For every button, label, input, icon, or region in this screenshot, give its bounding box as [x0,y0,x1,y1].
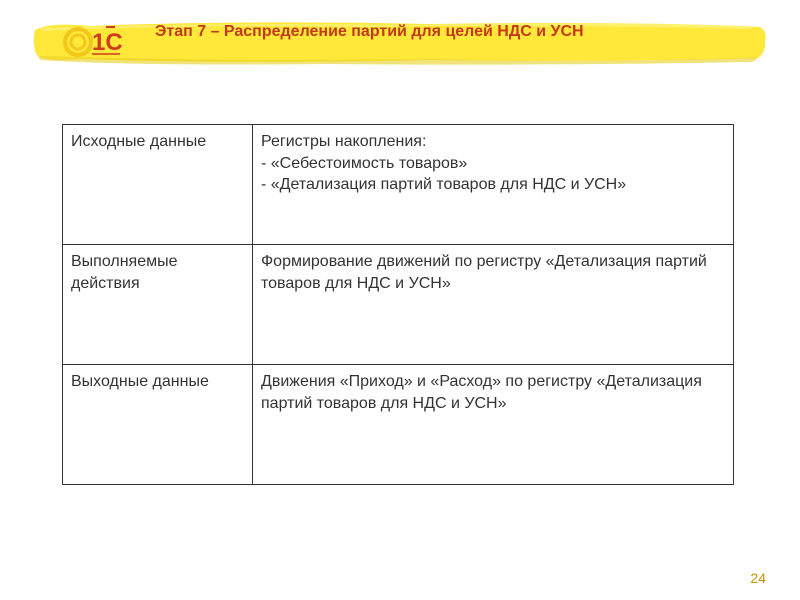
table-row: Исходные данные Регистры накопления: - «… [63,125,734,245]
slide-title: Этап 7 – Распределение партий для целей … [155,22,584,43]
page-number: 24 [750,570,766,586]
row-label: Исходные данные [63,125,253,245]
data-table: Исходные данные Регистры накопления: - «… [62,124,734,485]
row-label: Выполняемые действия [63,245,253,365]
row-value: Движения «Приход» и «Расход» по регистру… [253,365,734,485]
table-row: Выходные данные Движения «Приход» и «Рас… [63,365,734,485]
logo-1c: 1C [62,20,122,64]
row-label: Выходные данные [63,365,253,485]
row-value: Формирование движений по регистру «Детал… [253,245,734,365]
table-row: Выполняемые действия Формирование движен… [63,245,734,365]
row-value: Регистры накопления: - «Себестоимость то… [253,125,734,245]
svg-text:1C: 1C [92,29,122,56]
